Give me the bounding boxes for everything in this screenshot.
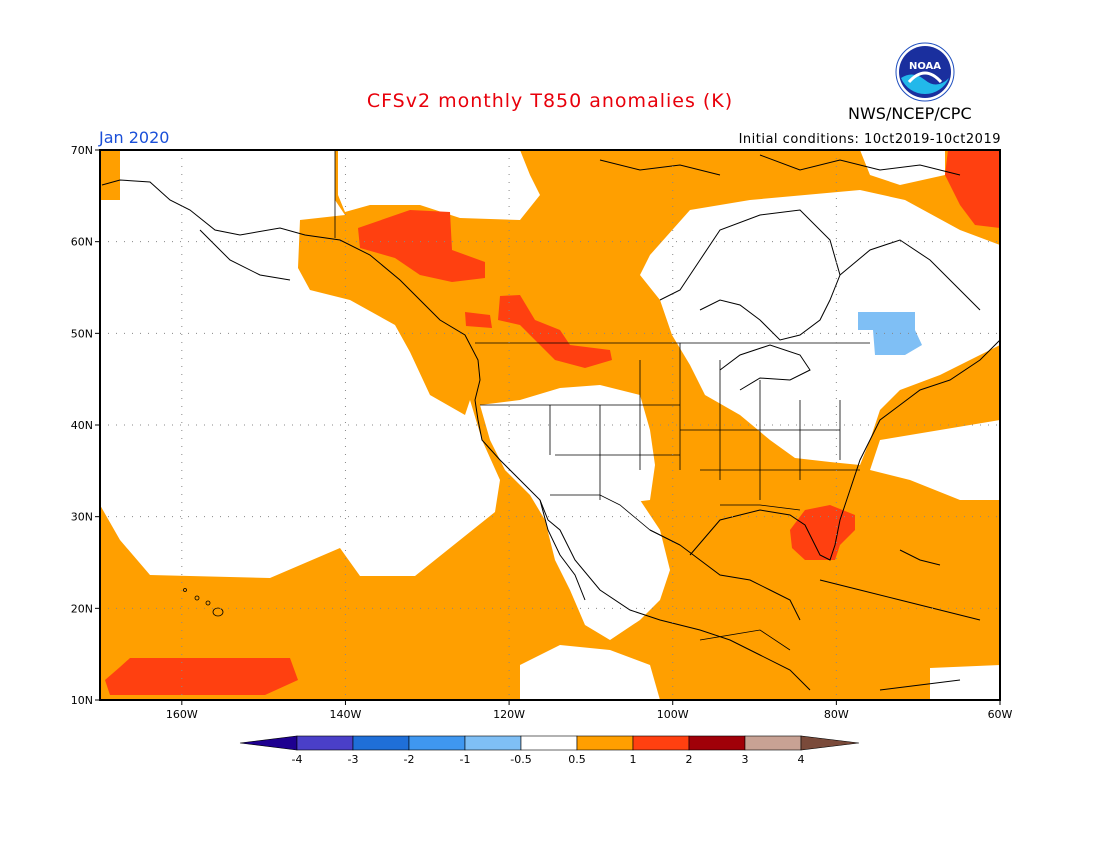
lon-label: 60W	[988, 708, 1013, 721]
map-title: CFSv2 monthly T850 anomalies (K)	[366, 90, 734, 112]
colorbar-swatch	[688, 735, 746, 751]
colorbar-swatch	[576, 735, 634, 751]
agency-label: NWS/NCEP/CPC	[848, 104, 972, 123]
lon-label: 160W	[166, 708, 198, 721]
neutral-hudson-canada	[640, 190, 1000, 465]
political-borders	[334, 150, 870, 651]
initial-conditions-label: Initial conditions: 10ct2019-10ct2019	[738, 132, 1001, 147]
colorbar-label: 1	[630, 753, 637, 766]
colorbar-arrow-high	[800, 735, 860, 751]
warm-1to2-arctic-east	[945, 150, 1000, 228]
colorbar-swatch	[296, 735, 354, 751]
colorbar-swatch	[632, 735, 690, 751]
lon-label: 140W	[330, 708, 362, 721]
svg-text:NOAA: NOAA	[909, 61, 941, 72]
neutral-us-west	[480, 385, 655, 520]
colorbar-label: -3	[348, 753, 359, 766]
lon-label: 80W	[824, 708, 849, 721]
neutral-caribbean-east	[930, 665, 1000, 700]
lat-label: 30N	[71, 511, 93, 524]
neutral-atlantic-north	[870, 420, 1000, 500]
colorbar-swatch	[744, 735, 802, 751]
axis-ticks	[95, 149, 1001, 705]
colorbar-swatch	[352, 735, 410, 751]
neutral-east-pacific	[520, 645, 660, 700]
hawaii-islands	[183, 588, 224, 617]
colorbar-label: 3	[742, 753, 749, 766]
lon-label: 100W	[657, 708, 689, 721]
anomaly-field	[100, 150, 1000, 700]
colorbar-label: 0.5	[568, 753, 586, 766]
noaa-logo-icon: NOAA	[895, 42, 955, 102]
colorbar: -4 -3 -2 -1 -0.5 0.5 1 2 3 4	[239, 735, 860, 766]
lat-label: 50N	[71, 327, 93, 340]
longitude-labels: 160W 140W 120W 100W 80W 60W	[166, 708, 1013, 721]
colorbar-label: 2	[686, 753, 693, 766]
warm-1to2-rockies	[498, 295, 612, 368]
lat-label: 10N	[71, 694, 93, 707]
warm-1to2-florida	[790, 505, 855, 560]
lat-label: 40N	[71, 419, 93, 432]
latitude-labels: 10N 20N 30N 40N 50N 60N 70N	[71, 144, 93, 707]
coastlines	[101, 154, 1000, 691]
colorbar-swatch	[520, 735, 578, 751]
lat-label: 70N	[71, 144, 93, 157]
colorbar-label: -0.5	[510, 753, 531, 766]
neutral-alaska-north	[338, 150, 540, 220]
colorbar-swatch	[464, 735, 522, 751]
neutral-mexico	[545, 500, 670, 640]
cool-quebec	[858, 312, 922, 355]
lat-label: 60N	[71, 236, 93, 249]
lon-label: 120W	[493, 708, 525, 721]
colorbar-label: -1	[460, 753, 471, 766]
warm-1to2-hawaii	[105, 658, 298, 695]
warm-1to2-canada-west	[358, 210, 485, 282]
colorbar-swatch	[408, 735, 466, 751]
warm-1to2-bc-coast	[465, 312, 492, 328]
colorbar-label: 4	[798, 753, 805, 766]
colorbar-arrow-low	[239, 735, 298, 751]
colorbar-label: -2	[404, 753, 415, 766]
colorbar-label: -4	[292, 753, 303, 766]
neutral-north-pacific	[100, 150, 500, 578]
valid-month-label: Jan 2020	[99, 128, 170, 147]
lat-label: 20N	[71, 602, 93, 615]
